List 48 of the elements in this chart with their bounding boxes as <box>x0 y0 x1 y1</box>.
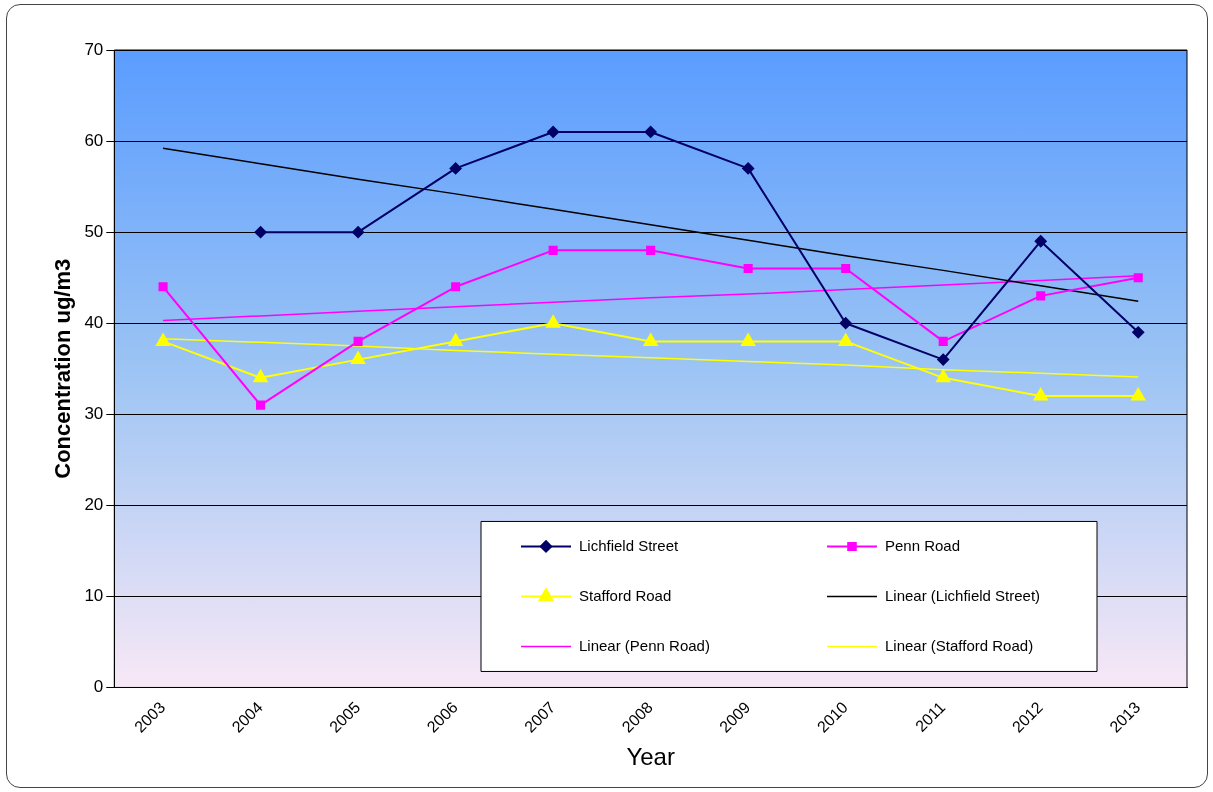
point <box>1036 291 1046 301</box>
point <box>353 336 363 346</box>
legend-label: Linear (Stafford Road) <box>885 636 1034 654</box>
legend-label: Lichfield Street <box>579 536 680 554</box>
point <box>936 369 951 383</box>
legend-label: Linear (Lichfield Street) <box>885 586 1041 604</box>
point <box>351 351 366 365</box>
point <box>352 226 365 239</box>
point <box>838 333 853 346</box>
point <box>741 333 756 346</box>
y-tick-label: 40 <box>84 312 104 332</box>
y-tick-label: 70 <box>84 39 104 59</box>
point <box>644 125 657 138</box>
point <box>743 264 753 274</box>
point <box>1131 388 1146 401</box>
point <box>841 264 851 274</box>
y-tick-label: 20 <box>84 495 104 515</box>
x-axis-title: Year <box>626 743 675 771</box>
point <box>254 226 267 239</box>
point <box>448 333 463 346</box>
point <box>839 317 852 330</box>
point <box>1033 388 1048 401</box>
point <box>546 315 561 328</box>
point <box>548 245 558 255</box>
point <box>1034 235 1047 248</box>
point <box>253 369 268 383</box>
point <box>158 282 168 292</box>
point <box>256 400 266 410</box>
point <box>646 245 656 255</box>
y-tick-label: 50 <box>84 221 104 241</box>
point <box>742 162 755 175</box>
point <box>937 353 950 366</box>
point <box>938 336 948 346</box>
y-tick-label: 0 <box>93 677 104 697</box>
point <box>449 162 462 175</box>
legend-label: Stafford Road <box>579 586 672 604</box>
y-tick-label: 10 <box>84 586 104 606</box>
y-tick-label: 30 <box>84 403 104 423</box>
legend-label: Penn Road <box>885 536 961 554</box>
point <box>1132 326 1145 339</box>
point <box>156 333 171 346</box>
y-axis-title: Concentration ug/m3 <box>50 258 76 479</box>
point <box>547 125 560 138</box>
y-tick-label: 60 <box>84 130 104 150</box>
point <box>451 282 461 292</box>
legend-label: Linear (Penn Road) <box>579 636 710 654</box>
point <box>1133 273 1143 283</box>
point <box>643 333 658 346</box>
